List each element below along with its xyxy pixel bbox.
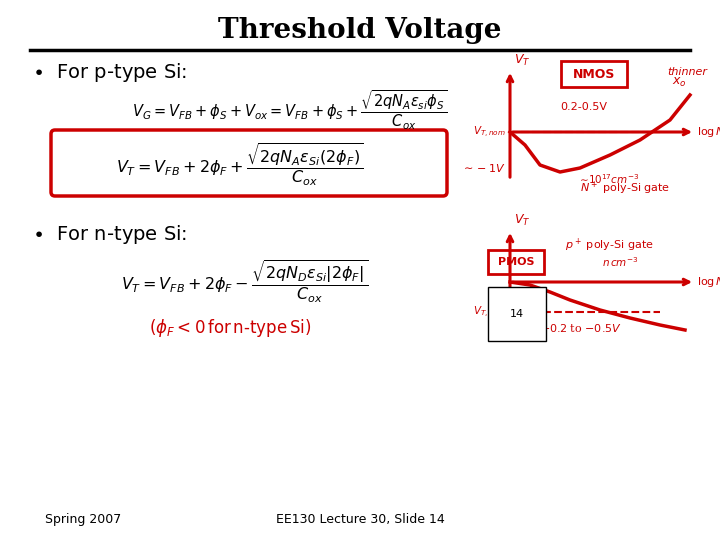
Text: $(\phi_F < 0\,\mathrm{for\,n\text{-}type\,Si})$: $(\phi_F < 0\,\mathrm{for\,n\text{-}type…: [149, 317, 311, 339]
Text: $V_T$: $V_T$: [514, 53, 531, 68]
Text: $V_{T,nom}$: $V_{T,nom}$: [473, 305, 506, 320]
Text: thinner: thinner: [667, 67, 707, 77]
Text: $-0.2$ to $-0.5V$: $-0.2$ to $-0.5V$: [540, 322, 622, 334]
Text: $\sim -1V$: $\sim -1V$: [462, 162, 506, 174]
Text: Spring 2007: Spring 2007: [45, 514, 121, 526]
Text: $V_T = V_{FB} + 2\phi_F - \dfrac{\sqrt{2qN_D\varepsilon_{Si}|2\phi_F|}}{C_{ox}}$: $V_T = V_{FB} + 2\phi_F - \dfrac{\sqrt{2…: [122, 259, 369, 305]
Text: $\log N_D$: $\log N_D$: [697, 275, 720, 289]
Text: $p^+$ poly-Si gate: $p^+$ poly-Si gate: [565, 237, 654, 254]
Text: 0.2-0.5V: 0.2-0.5V: [560, 102, 607, 112]
Text: $V_{T,nom}$: $V_{T,nom}$: [473, 124, 506, 139]
Text: $\log N_A$: $\log N_A$: [697, 125, 720, 139]
Text: EE130 Lecture 30, Slide 14: EE130 Lecture 30, Slide 14: [276, 514, 444, 526]
Text: $V_G = V_{FB} + \phi_S + V_{ox} = V_{FB} + \phi_S + \dfrac{\sqrt{2qN_A\varepsilo: $V_G = V_{FB} + \phi_S + V_{ox} = V_{FB}…: [132, 89, 448, 132]
Text: 14: 14: [510, 309, 524, 319]
Text: $V_T$: $V_T$: [514, 213, 531, 228]
Text: $\bullet$  For n-type Si:: $\bullet$ For n-type Si:: [32, 224, 187, 246]
Text: $V_T = V_{FB} + 2\phi_F + \dfrac{\sqrt{2qN_A\varepsilon_{Si}(2\phi_F)}}{C_{ox}}$: $V_T = V_{FB} + 2\phi_F + \dfrac{\sqrt{2…: [117, 141, 364, 188]
Text: $n\, cm^{-3}$: $n\, cm^{-3}$: [602, 255, 639, 269]
Text: $x_o$: $x_o$: [672, 76, 687, 89]
Text: $\bullet$  For p-type Si:: $\bullet$ For p-type Si:: [32, 60, 187, 84]
Text: $N^+$ poly-Si gate: $N^+$ poly-Si gate: [580, 179, 670, 197]
Text: PMOS: PMOS: [498, 257, 534, 267]
Text: Threshold Voltage: Threshold Voltage: [218, 17, 502, 44]
Text: $\sim\!10^{17}cm^{-3}$: $\sim\!10^{17}cm^{-3}$: [577, 172, 639, 186]
Text: NMOS: NMOS: [573, 68, 615, 80]
